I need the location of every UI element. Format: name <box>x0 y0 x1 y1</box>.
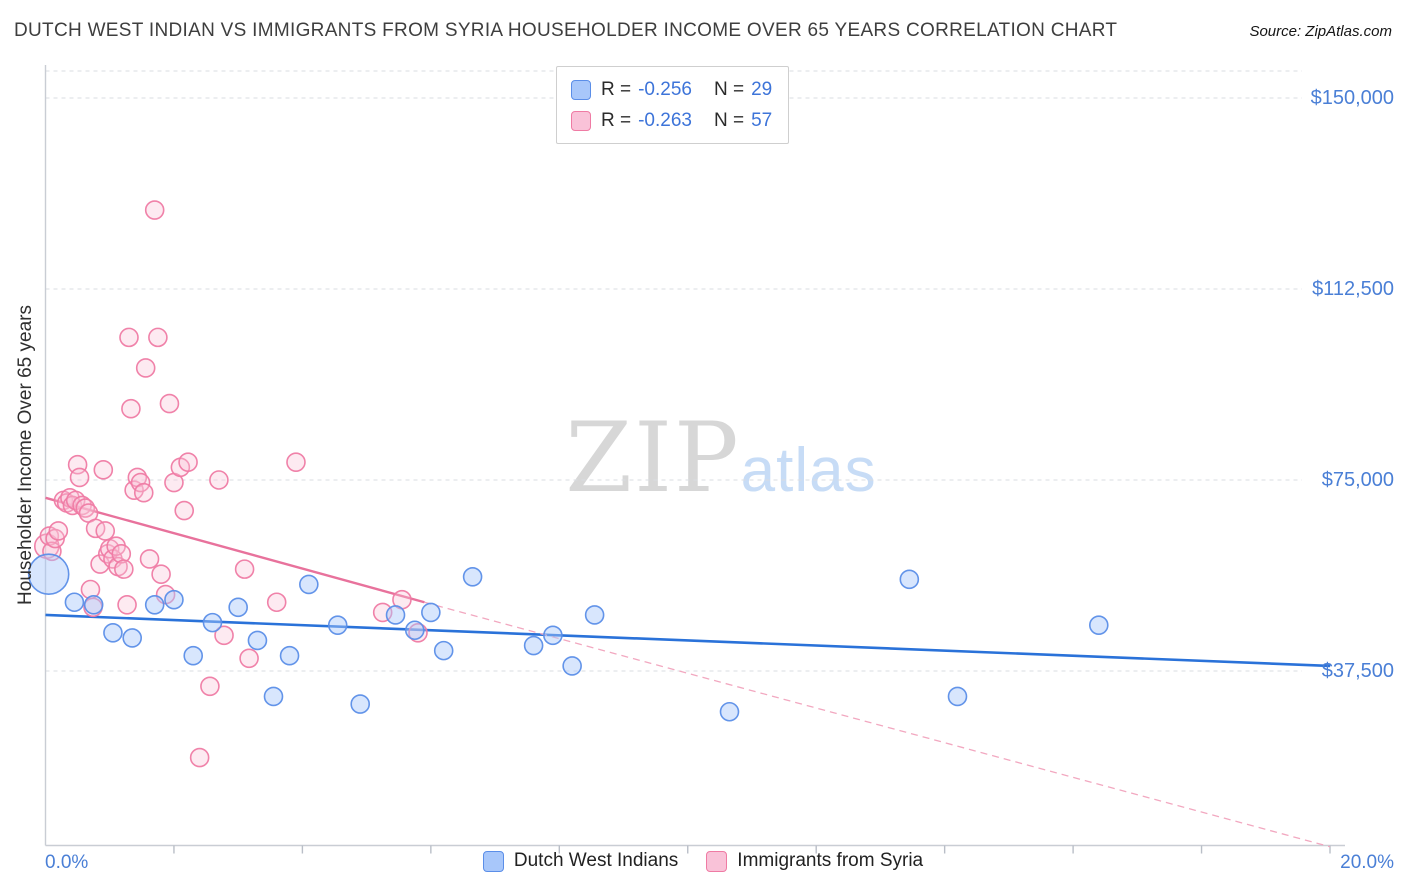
scatter-point-dutch-west-indians <box>279 645 300 666</box>
scatter-point-immigrants-from-syria <box>95 521 116 541</box>
scatter-point-dutch-west-indians <box>299 574 319 595</box>
n-value: 57 <box>751 110 773 131</box>
scatter-point-immigrants-from-syria <box>189 747 210 768</box>
scatter-point-immigrants-from-syria <box>121 398 141 419</box>
scatter-point-immigrants-from-syria <box>139 549 160 569</box>
scatter-point-dutch-west-indians <box>385 605 406 625</box>
scatter-point-immigrants-from-syria <box>144 200 165 220</box>
legend-row-dutch-west-indians: R = -0.256 N = 29 <box>571 76 772 103</box>
scatter-point-dutch-west-indians <box>1088 615 1109 635</box>
y-axis-label: Householder Income Over 65 years <box>15 305 36 605</box>
scatter-point-dutch-west-indians <box>433 640 454 661</box>
scatter-point-immigrants-from-syria <box>133 482 154 503</box>
blue-series-swatch-icon <box>482 850 504 872</box>
n-label: N = <box>713 79 745 100</box>
scatter-point-dutch-west-indians <box>543 625 563 646</box>
scatter-point-immigrants-from-syria <box>200 676 220 697</box>
scatter-point-immigrants-from-syria <box>114 559 134 579</box>
pink-series-swatch-icon <box>706 850 728 872</box>
scatter-point-immigrants-from-syria <box>151 564 171 585</box>
legend-item-label: Dutch West Indians <box>513 850 679 871</box>
legend-item-immigrants-from-syria: Immigrants from Syria <box>706 850 923 872</box>
scatter-point-immigrants-from-syria <box>239 648 259 669</box>
scatter-point-immigrants-from-syria <box>69 467 90 488</box>
page-title: DUTCH WEST INDIAN VS IMMIGRANTS FROM SYR… <box>14 20 1118 41</box>
scatter-point-dutch-west-indians <box>64 592 85 613</box>
scatter-point-immigrants-from-syria <box>214 625 234 646</box>
legend-item-dutch-west-indians: Dutch West Indians <box>482 850 679 872</box>
series-legend: Dutch West Indians Immigrants from Syria <box>0 850 1406 872</box>
scatter-point-immigrants-from-syria <box>178 452 198 472</box>
scatter-point-immigrants-from-syria <box>174 500 195 521</box>
pink-series-swatch-icon <box>571 110 591 131</box>
trend-line-immigrants-from-syria-extrapolated <box>424 601 1331 848</box>
scatter-point-dutch-west-indians <box>523 635 544 656</box>
scatter-point-immigrants-from-syria <box>148 327 168 348</box>
r-value: -0.263 <box>638 110 692 131</box>
scatter-point-dutch-west-indians <box>421 602 441 623</box>
scatter-point-dutch-west-indians <box>263 686 284 707</box>
scatter-point-dutch-west-indians <box>202 612 223 633</box>
scatter-point-dutch-west-indians <box>899 569 920 590</box>
scatter-point-dutch-west-indians <box>350 694 371 714</box>
x-axis-min-label: 0.0% <box>45 852 89 873</box>
n-label: N = <box>713 110 745 131</box>
r-value: -0.256 <box>638 79 692 100</box>
scatter-point-dutch-west-indians <box>719 701 740 722</box>
scatter-point-dutch-west-indians <box>183 645 204 666</box>
y-tick-label-150000: $150,000 <box>1310 87 1394 109</box>
legend-row-immigrants-from-syria: R = -0.263 N = 57 <box>571 107 772 134</box>
source-attribution: Source: ZipAtlas.com <box>1249 23 1392 40</box>
scatter-point-dutch-west-indians <box>122 628 143 648</box>
scatter-point-dutch-west-indians <box>164 589 184 610</box>
blue-series-swatch-icon <box>571 79 591 100</box>
scatter-point-immigrants-from-syria <box>117 594 137 615</box>
scatter-point-immigrants-from-syria <box>266 592 287 613</box>
y-tick-label-75000: $75,000 <box>1321 469 1394 491</box>
scatter-point-dutch-west-indians <box>103 622 123 643</box>
scatter-point-immigrants-from-syria <box>286 452 306 472</box>
correlation-legend-box: R = -0.256 N = 29 R = -0.263 N = 57 <box>556 66 790 144</box>
scatter-point-immigrants-from-syria <box>159 393 180 414</box>
scatter-point-immigrants-from-syria <box>135 358 156 378</box>
scatter-point-dutch-west-indians <box>462 566 483 587</box>
scatter-point-immigrants-from-syria <box>111 544 132 564</box>
scatter-point-immigrants-from-syria <box>72 495 92 516</box>
scatter-point-immigrants-from-syria <box>93 460 114 480</box>
scatter-point-dutch-west-indians <box>404 620 425 641</box>
scatter-point-dutch-west-indians <box>83 594 104 615</box>
scatter-point-immigrants-from-syria <box>234 559 255 579</box>
scatter-point-immigrants-from-syria <box>48 521 69 541</box>
y-tick-label-37500: $37,500 <box>1321 660 1394 682</box>
trend-line-immigrants-from-syria <box>45 496 425 604</box>
scatter-point-dutch-west-indians <box>27 553 70 596</box>
legend-item-label: Immigrants from Syria <box>737 850 924 871</box>
scatter-point-dutch-west-indians <box>327 615 348 635</box>
scatter-point-immigrants-from-syria <box>119 327 139 348</box>
n-value: 29 <box>751 79 773 100</box>
scatter-point-immigrants-from-syria <box>408 622 428 643</box>
y-tick-label-112500: $112,500 <box>1312 278 1394 300</box>
scatter-point-dutch-west-indians <box>584 605 605 625</box>
r-label: R = <box>601 79 632 100</box>
scatter-point-dutch-west-indians <box>562 656 582 676</box>
scatter-point-dutch-west-indians <box>247 630 268 651</box>
r-label: R = <box>601 110 632 131</box>
scatter-point-dutch-west-indians <box>228 597 248 618</box>
scatter-point-immigrants-from-syria <box>209 470 229 490</box>
scatter-point-dutch-west-indians <box>144 594 165 615</box>
trend-line-dutch-west-indians <box>45 613 1331 668</box>
x-axis-max-label: 20.0% <box>1340 852 1394 873</box>
scatter-point-dutch-west-indians <box>947 686 968 707</box>
